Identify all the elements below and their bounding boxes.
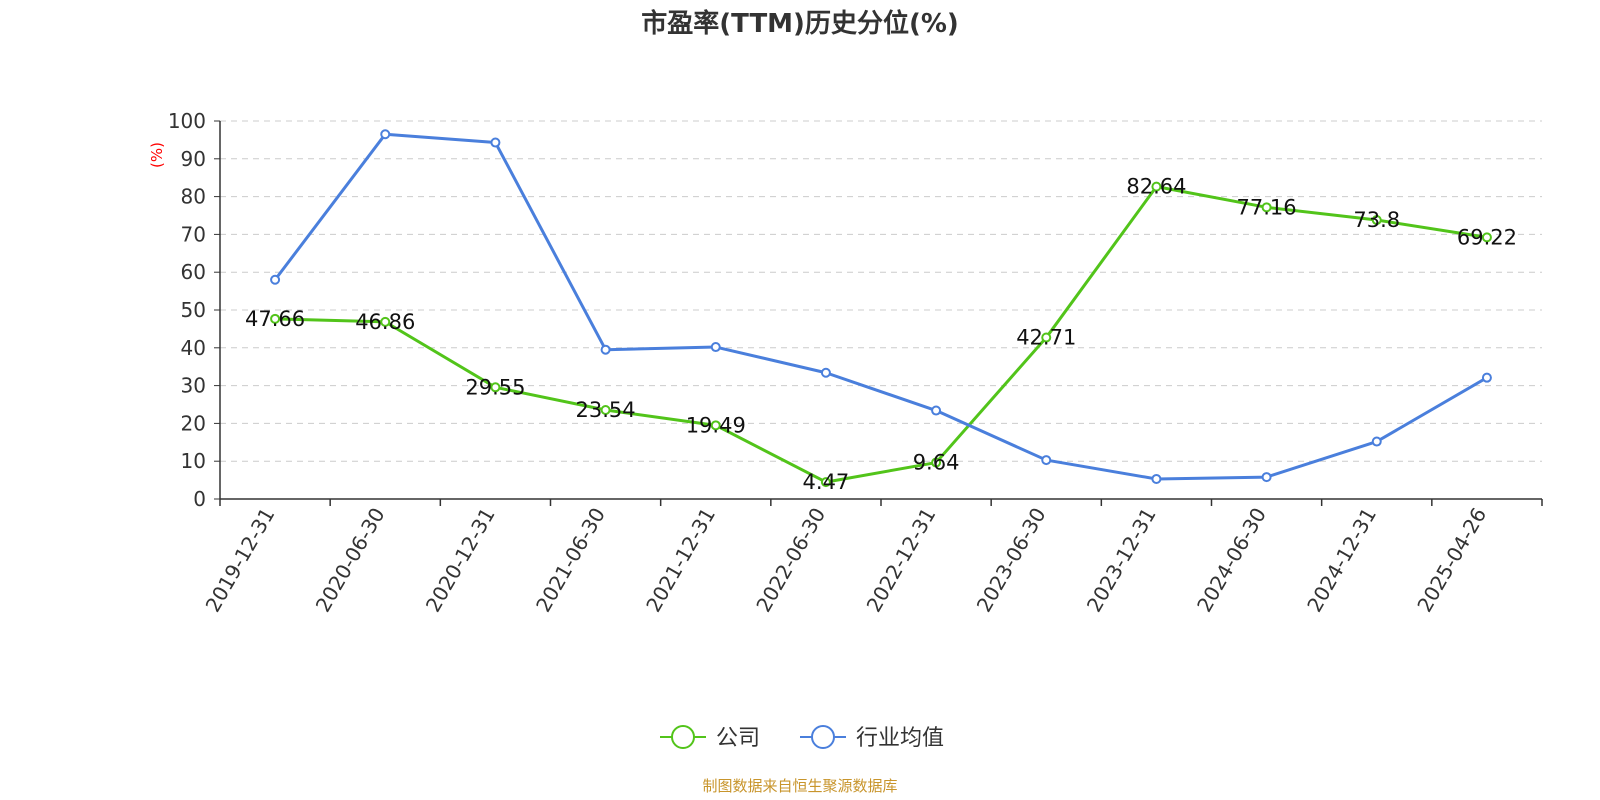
- series-point-0[interactable]: [490, 382, 501, 393]
- data-label: 69.22: [1457, 225, 1517, 249]
- series-point-0[interactable]: [1261, 202, 1272, 213]
- y-tick-label: 40: [181, 336, 206, 360]
- data-label: 46.86: [355, 310, 415, 334]
- x-tick-label: 2020-12-31: [421, 503, 500, 616]
- series-point-1[interactable]: [710, 342, 721, 353]
- x-tick-label: 2024-12-31: [1302, 504, 1381, 617]
- series-point-1[interactable]: [270, 274, 281, 285]
- series-point-0[interactable]: [1371, 215, 1382, 226]
- series-point-1[interactable]: [1481, 372, 1492, 383]
- x-tick-label: 2023-12-31: [1082, 504, 1161, 617]
- legend-item-0[interactable]: 公司: [660, 725, 760, 751]
- x-tick-label: 2022-12-31: [862, 503, 941, 616]
- data-label: 77.16: [1237, 195, 1297, 219]
- y-tick-label: 50: [181, 298, 206, 322]
- series-point-0[interactable]: [931, 457, 942, 468]
- y-tick-label: 90: [181, 147, 206, 171]
- y-tick-label: 100: [168, 109, 206, 133]
- series-point-0[interactable]: [380, 316, 391, 327]
- y-tick-label: 60: [181, 260, 206, 284]
- data-label: 29.55: [465, 375, 525, 399]
- y-tick-label: 80: [181, 185, 206, 209]
- series-point-0[interactable]: [600, 405, 611, 416]
- series-point-0[interactable]: [1041, 332, 1052, 343]
- data-label: 82.64: [1126, 175, 1186, 199]
- axes: 0 10 20 30 40 50 60 70 80 90 100 2019-12-31 2020-06-…: [168, 109, 1543, 617]
- series-line-1: [273, 132, 1488, 481]
- data-labels: 47.66 46.86 29.55 23.54 19.49 4.47 9.64 42.71 82…: [245, 175, 1517, 494]
- series-point-1[interactable]: [380, 129, 391, 140]
- series-point-0[interactable]: [270, 313, 281, 324]
- y-tick-label: 30: [181, 374, 206, 398]
- data-label: 47.66: [245, 307, 305, 331]
- legend-label: 行业均值: [856, 726, 944, 751]
- x-tick-label: 2021-12-31: [641, 504, 720, 617]
- y-tick-label: 10: [181, 449, 206, 473]
- data-label: 4.47: [803, 470, 850, 494]
- data-label: 23.54: [576, 398, 636, 422]
- x-tick-label: 2023-06-30: [972, 504, 1051, 617]
- chart-title: 市盈率(TTM)历史分位(%): [641, 8, 959, 39]
- y-axis-label: (%): [148, 142, 166, 168]
- series-layer: [270, 129, 1492, 488]
- x-tick-label: 2022-06-30: [751, 504, 830, 617]
- series-point-1[interactable]: [1041, 455, 1052, 466]
- series-point-0[interactable]: [1151, 181, 1162, 192]
- x-tick-label: 2025-04-26: [1412, 504, 1491, 617]
- x-tick-label: 2024-06-30: [1192, 504, 1271, 617]
- x-tick-label: 2021-06-30: [531, 504, 610, 617]
- legend-marker: [811, 725, 835, 749]
- legend-item-1[interactable]: 行业均值: [800, 725, 944, 751]
- x-tick-label: 2019-12-31: [201, 504, 280, 617]
- data-label: 19.49: [686, 413, 746, 437]
- series-point-1[interactable]: [600, 344, 611, 355]
- y-tick-label: 0: [193, 487, 206, 511]
- series-point-1[interactable]: [1261, 472, 1272, 483]
- series-point-0[interactable]: [1481, 232, 1492, 243]
- series-point-1[interactable]: [1151, 473, 1162, 484]
- series-line-0: [275, 185, 1488, 484]
- data-label: 42.71: [1016, 326, 1076, 350]
- data-label: 9.64: [913, 451, 960, 475]
- source-note: 制图数据来自恒生聚源数据库: [702, 777, 897, 795]
- series-point-1[interactable]: [931, 405, 942, 416]
- series-point-0[interactable]: [710, 420, 721, 431]
- y-tick-label: 70: [181, 222, 206, 246]
- y-tick-label: 20: [181, 411, 206, 435]
- legend[interactable]: 公司 行业均值: [660, 725, 944, 751]
- legend-marker: [671, 725, 695, 749]
- series-point-1[interactable]: [1371, 436, 1382, 447]
- series-point-0[interactable]: [820, 477, 831, 488]
- x-tick-label: 2020-06-30: [311, 504, 390, 617]
- grid-lines: [220, 120, 1542, 462]
- data-label: 73.8: [1353, 208, 1400, 232]
- legend-label: 公司: [716, 726, 760, 751]
- series-point-1[interactable]: [820, 367, 831, 378]
- series-point-1[interactable]: [490, 137, 501, 148]
